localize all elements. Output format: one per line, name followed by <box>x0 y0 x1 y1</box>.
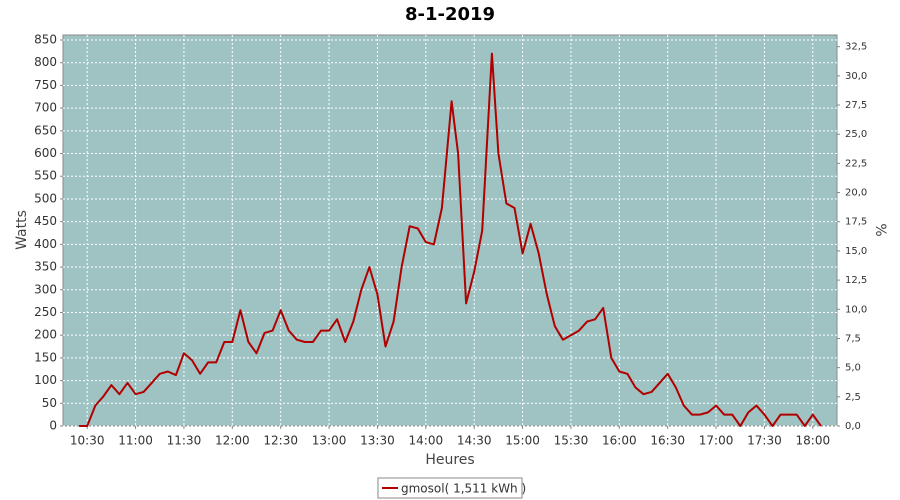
y-tick-label: 300 <box>34 282 57 296</box>
y2-tick-label: 10,0 <box>845 304 867 315</box>
y2-tick-label: 2,5 <box>845 392 861 403</box>
x-tick-label: 13:00 <box>312 434 347 448</box>
y-tick-label: 800 <box>34 55 57 69</box>
x-tick-label: 12:30 <box>263 434 298 448</box>
x-axis-title: Heures <box>425 452 474 468</box>
y-tick-label: 550 <box>34 169 57 183</box>
y-tick-label: 0 <box>49 419 57 433</box>
y-tick-label: 850 <box>34 32 57 46</box>
x-tick-label: 15:30 <box>554 434 589 448</box>
x-tick-label: 10:30 <box>70 434 105 448</box>
y2-tick-label: 12,5 <box>845 275 867 286</box>
y2-tick-label: 17,5 <box>845 217 867 228</box>
y2-tick-label: 25,0 <box>845 129 867 140</box>
y-tick-label: 150 <box>34 350 57 364</box>
x-tick-label: 12:00 <box>215 434 250 448</box>
legend-box <box>377 477 523 499</box>
y-tick-label: 250 <box>34 305 57 319</box>
x-tick-label: 14:30 <box>457 434 492 448</box>
y2-tick-label: 32,5 <box>845 42 867 53</box>
y2-axis-title: % <box>872 223 888 236</box>
x-tick-label: 16:30 <box>650 434 685 448</box>
x-tick-label: 16:00 <box>602 434 637 448</box>
y-tick-label: 450 <box>34 214 57 228</box>
x-tick-label: 15:00 <box>505 434 540 448</box>
y2-tick-label: 15,0 <box>845 246 867 257</box>
y2-tick-label: 5,0 <box>845 363 861 374</box>
y-tick-label: 750 <box>34 78 57 92</box>
legend-label: gmosol( 1,511 kWh ) <box>401 482 526 496</box>
x-tick-label: 13:30 <box>360 434 395 448</box>
y-axis-title: Watts <box>14 210 30 250</box>
y-tick-label: 700 <box>34 101 57 115</box>
y-tick-label: 200 <box>34 328 57 342</box>
y2-tick-label: 20,0 <box>845 188 867 199</box>
x-tick-label: 18:00 <box>796 434 831 448</box>
x-tick-label: 17:30 <box>747 434 782 448</box>
x-tick-label: 11:00 <box>118 434 153 448</box>
y2-tick-label: 27,5 <box>845 100 867 111</box>
y2-tick-label: 22,5 <box>845 158 867 169</box>
y-tick-label: 650 <box>34 123 57 137</box>
x-tick-label: 14:00 <box>409 434 444 448</box>
y2-tick-label: 7,5 <box>845 333 861 344</box>
chart-title: 8-1-2019 <box>405 4 495 25</box>
x-tick-label: 17:00 <box>699 434 734 448</box>
y-tick-label: 350 <box>34 260 57 274</box>
y-tick-label: 500 <box>34 191 57 205</box>
y2-tick-label: 0,0 <box>845 421 861 432</box>
x-tick-label: 11:30 <box>167 434 202 448</box>
y-tick-label: 100 <box>34 373 57 387</box>
y-tick-label: 400 <box>34 237 57 251</box>
data-line <box>79 52 822 427</box>
y-tick-label: 50 <box>42 396 57 410</box>
y2-tick-label: 30,0 <box>845 71 867 82</box>
y-tick-label: 600 <box>34 146 57 160</box>
